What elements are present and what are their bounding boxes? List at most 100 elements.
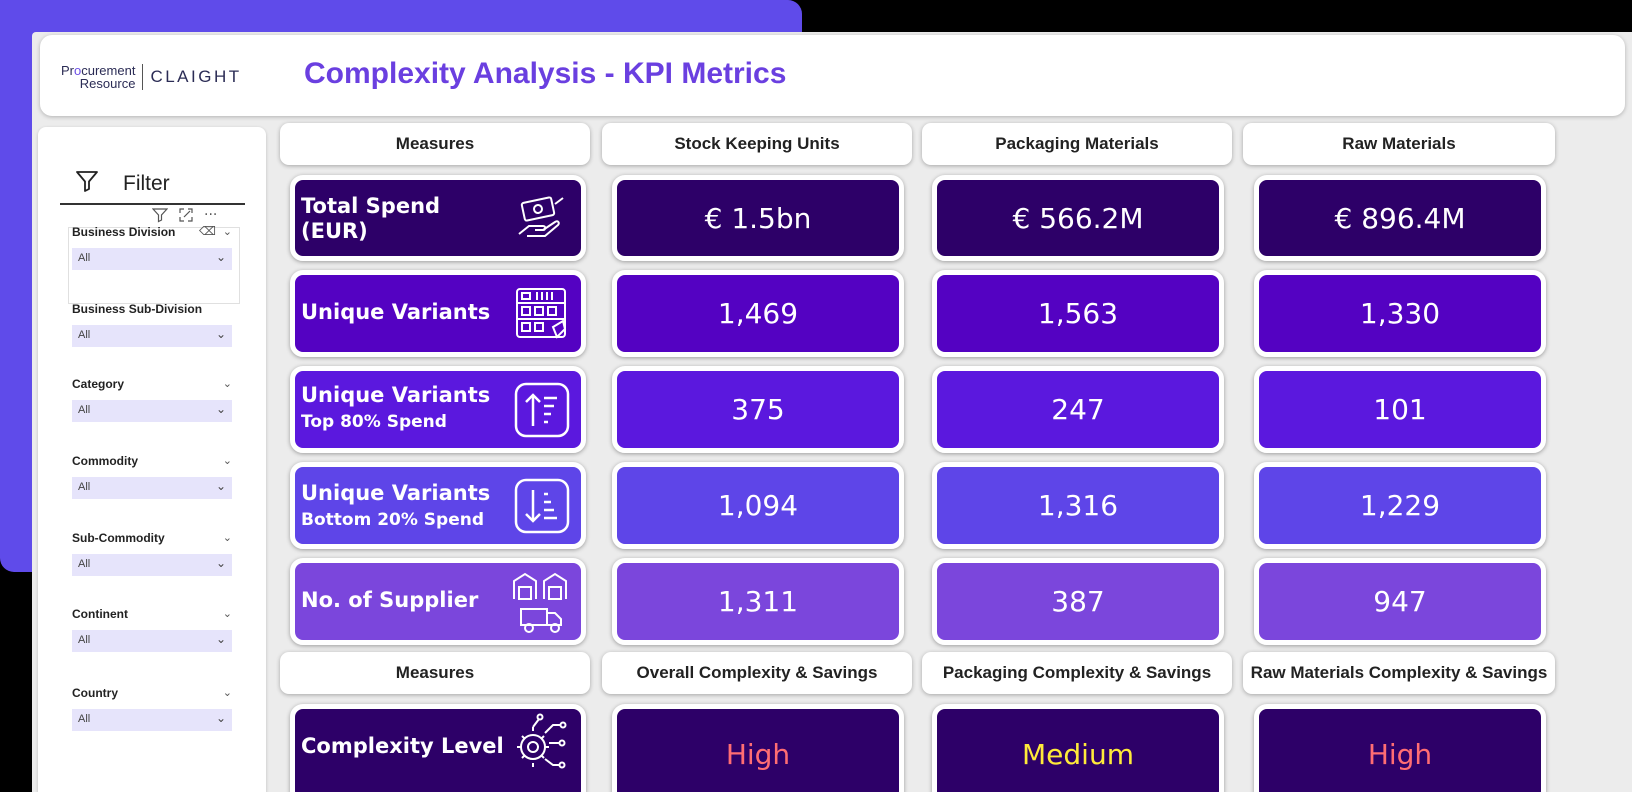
value-sku-bottom20: 1,094	[612, 462, 904, 549]
chevron-down-icon: ⌄	[215, 632, 226, 646]
header-sku: Stock Keeping Units	[602, 123, 912, 165]
value-sku-top80: 375	[612, 366, 904, 453]
chevron-down-icon: ⌄	[215, 402, 226, 416]
slicer-sub-commodity: Sub-Commodity ⌄ All ⌄	[72, 531, 236, 576]
slicer-dropdown[interactable]: All ⌄	[72, 325, 232, 347]
measure-sublabel: Top 80% Spend	[301, 412, 447, 432]
header-raw-complexity: Raw Materials Complexity & Savings	[1243, 652, 1555, 694]
measure-label: Complexity Level	[301, 734, 504, 758]
funnel-icon	[76, 171, 98, 192]
slicer-commodity: Commodity ⌄ All ⌄	[72, 454, 236, 499]
collapse-chevron-icon[interactable]: ⌄	[222, 225, 232, 238]
slicer-dropdown[interactable]: All ⌄	[72, 400, 232, 422]
chevron-down-icon: ⌄	[215, 250, 226, 264]
slicer-dropdown[interactable]: All ⌄	[72, 709, 232, 731]
focus-mode-icon[interactable]	[178, 207, 194, 223]
value-raw-top80: 101	[1254, 366, 1546, 453]
circuit-gear-icon	[517, 713, 567, 769]
measure-complexity-level: Complexity Level	[290, 704, 586, 792]
slicer-label: Business Sub-Division	[72, 302, 203, 316]
slicer-dropdown[interactable]: All ⌄	[72, 630, 232, 652]
chevron-down-icon: ⌄	[215, 327, 226, 341]
filter-icon[interactable]	[152, 207, 168, 223]
slicer-label: Commodity	[72, 454, 138, 468]
header-measures-2: Measures	[280, 652, 590, 694]
slicer-label: Country	[72, 686, 118, 700]
value-packaging-top80: 247	[932, 366, 1224, 453]
value-sku-total-spend: € 1.5bn	[612, 175, 904, 261]
slicer-label: Category	[72, 377, 125, 391]
slicer-label: Business Division	[72, 225, 176, 239]
value-sku-suppliers: 1,311	[612, 558, 904, 645]
value-packaging-total-spend: € 566.2M	[932, 175, 1224, 261]
slicer-value: All	[78, 252, 91, 264]
filter-label: Filter	[123, 172, 170, 195]
measure-sublabel: (EUR)	[301, 219, 368, 243]
chevron-down-icon: ⌄	[215, 556, 226, 570]
collapse-chevron-icon[interactable]: ⌄	[222, 607, 232, 620]
slicer-dropdown[interactable]: All ⌄	[72, 248, 232, 270]
logo: Procurement Resource CLAIGHT	[61, 62, 242, 92]
value-overall-complexity: High	[612, 704, 904, 792]
collapse-chevron-icon[interactable]: ⌄	[222, 377, 232, 390]
pane-toolbar: ···	[152, 207, 217, 223]
slicer-value: All	[78, 558, 91, 570]
warehouse-truck-icon	[513, 572, 567, 633]
slicer-category: Category ⌄ All ⌄	[72, 377, 236, 422]
slicer-value: All	[78, 329, 91, 341]
measure-total-spend: Total Spend (EUR)	[290, 175, 586, 261]
filter-header: Filter	[60, 163, 245, 205]
slicer-business-division: Business Division ⌫ ⌄ All ⌄	[72, 224, 236, 270]
measure-label: No. of Supplier	[301, 588, 479, 612]
selected-slicer-frame	[68, 227, 240, 304]
value-raw-complexity: High	[1254, 704, 1546, 792]
measure-unique-variants: Unique Variants	[290, 270, 586, 357]
page-title: Complexity Analysis - KPI Metrics	[304, 57, 787, 90]
collapse-chevron-icon[interactable]: ⌄	[222, 531, 232, 544]
measure-sublabel: Bottom 20% Spend	[301, 510, 485, 530]
measure-no-of-supplier: No. of Supplier	[290, 558, 586, 645]
value-raw-bottom20: 1,229	[1254, 462, 1546, 549]
clear-selection-icon[interactable]: ⌫	[199, 224, 216, 238]
measure-label: Total Spend	[301, 194, 441, 218]
slicer-value: All	[78, 404, 91, 416]
chevron-down-icon: ⌄	[215, 711, 226, 725]
slicer-label: Continent	[72, 607, 128, 621]
collapse-chevron-icon[interactable]: ⌄	[222, 454, 232, 467]
measure-unique-variants-bottom20: Unique Variants Bottom 20% Spend	[290, 462, 586, 549]
header-overall-complexity: Overall Complexity & Savings	[602, 652, 912, 694]
header-packaging: Packaging Materials	[922, 123, 1232, 165]
value-packaging-bottom20: 1,316	[932, 462, 1224, 549]
value-packaging-complexity: Medium	[932, 704, 1224, 792]
measure-unique-variants-top80: Unique Variants Top 80% Spend	[290, 366, 586, 453]
measure-label: Unique Variants	[301, 383, 491, 407]
sort-up-icon	[514, 382, 570, 438]
slicer-country: Country ⌄ All ⌄	[72, 686, 236, 731]
slicer-value: All	[78, 481, 91, 493]
value-packaging-unique-variants: 1,563	[932, 270, 1224, 357]
slicer-business-sub-division: Business Sub-Division All ⌄	[72, 302, 236, 347]
header-measures: Measures	[280, 123, 590, 165]
slicer-dropdown[interactable]: All ⌄	[72, 477, 232, 499]
slicer-dropdown[interactable]: All ⌄	[72, 554, 232, 576]
page-header: Procurement Resource CLAIGHT Complexity …	[40, 35, 1625, 116]
slicer-continent: Continent ⌄ All ⌄	[72, 607, 236, 652]
measure-label: Unique Variants	[301, 481, 491, 505]
procurement-resource-logo: Procurement Resource	[61, 63, 136, 91]
slicer-label: Sub-Commodity	[72, 531, 165, 545]
header-raw-materials: Raw Materials	[1243, 123, 1555, 165]
claight-logo: CLAIGHT	[150, 67, 242, 86]
logo-divider	[142, 64, 144, 90]
sort-down-icon	[514, 478, 570, 534]
slicer-value: All	[78, 634, 91, 646]
collapse-chevron-icon[interactable]: ⌄	[222, 686, 232, 699]
value-raw-suppliers: 947	[1254, 558, 1546, 645]
header-packaging-complexity: Packaging Complexity & Savings	[922, 652, 1232, 694]
variants-grid-icon	[516, 288, 567, 339]
value-raw-total-spend: € 896.4M	[1254, 175, 1546, 261]
value-packaging-suppliers: 387	[932, 558, 1224, 645]
money-hand-icon	[518, 196, 564, 237]
more-options-icon[interactable]: ···	[204, 207, 218, 223]
report-canvas: Procurement Resource CLAIGHT Complexity …	[32, 32, 1632, 792]
value-sku-unique-variants: 1,469	[612, 270, 904, 357]
